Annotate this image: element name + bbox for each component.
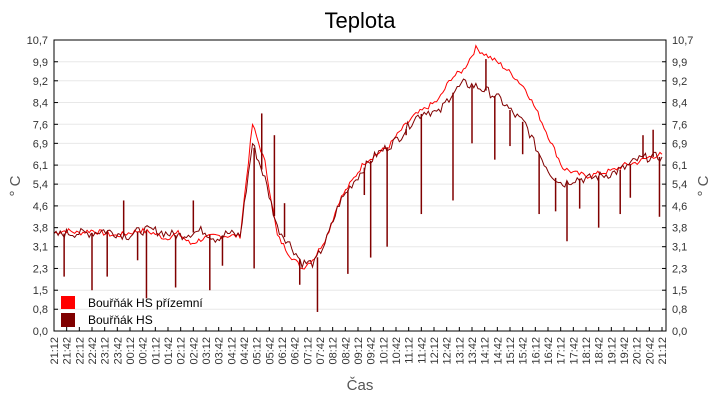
x-tick-label: 09:12	[353, 337, 365, 365]
y-tick-label: 6,1	[33, 160, 48, 172]
x-tick-label: 00:42	[138, 337, 150, 365]
x-tick-label: 13:12	[454, 337, 466, 365]
x-tick-label: 16:42	[543, 337, 555, 365]
y-tick-label: 0,8	[33, 304, 48, 316]
x-tick-label: 04:12	[226, 337, 238, 365]
x-tick-label: 08:12	[328, 337, 340, 365]
series-layer	[53, 44, 663, 312]
y-tick-label: 3,1	[672, 242, 687, 254]
x-tick-label: 02:42	[188, 337, 200, 365]
legend: Bouřňák HS přízemní Bouřňák HS	[61, 296, 203, 327]
x-tick-label: 19:12	[606, 337, 618, 365]
y-axis-left: 0,0 0,8 1,5 2,3 3,1 3,8 4,6 5,4 6,1 6,9 7,6 8,4 9,2 9…	[27, 35, 58, 338]
y-tick-label: 8,4	[672, 98, 687, 110]
x-tick-label: 19:42	[619, 337, 631, 365]
x-axis-title: Čas	[347, 377, 374, 394]
x-tick-label: 12:12	[429, 337, 441, 365]
y-axis-title-right: ° C	[695, 175, 712, 196]
y-tick-label: 1,5	[33, 285, 48, 297]
x-tick-label: 11:42	[416, 337, 428, 364]
x-tick-label: 16:12	[530, 337, 542, 365]
y-tick-label: 2,3	[33, 263, 48, 275]
legend-swatch-hs	[61, 313, 75, 327]
legend-label-prizemni: Bouřňák HS přízemní	[88, 296, 203, 310]
series-line-0	[53, 44, 663, 270]
y-tick-label: 10,7	[27, 35, 48, 47]
x-tick-label: 10:42	[391, 337, 403, 365]
y-axis-title-left: ° C	[7, 175, 24, 196]
x-tick-label: 22:42	[87, 337, 99, 365]
x-tick-label: 09:42	[366, 337, 378, 365]
x-tick-label: 17:42	[568, 337, 580, 365]
chart-title: Teplota	[324, 8, 396, 33]
y-tick-label: 4,6	[33, 201, 48, 213]
x-tick-label: 21:12	[657, 337, 669, 365]
y-tick-label: 9,2	[672, 76, 687, 88]
y-tick-label: 9,2	[33, 76, 48, 88]
x-tick-label: 00:12	[125, 337, 137, 365]
x-tick-label: 21:12	[49, 337, 61, 365]
y-tick-label: 1,5	[672, 285, 687, 297]
series-line-1	[53, 78, 663, 270]
x-tick-label: 04:42	[239, 337, 251, 365]
x-tick-label: 01:12	[150, 337, 162, 365]
y-tick-label: 7,6	[672, 119, 687, 131]
x-tick-label: 03:12	[201, 337, 213, 365]
y-tick-label: 3,8	[672, 223, 687, 235]
y-tick-label: 9,9	[33, 57, 48, 69]
y-tick-label: 0,0	[33, 326, 48, 338]
x-tick-label: 23:42	[112, 337, 124, 365]
y-tick-label: 2,3	[672, 263, 687, 275]
y-tick-label: 5,4	[33, 179, 48, 191]
x-tick-label: 10:12	[378, 337, 390, 365]
y-tick-label: 6,9	[33, 138, 48, 150]
x-tick-label: 17:12	[556, 337, 568, 365]
legend-label-hs: Bouřňák HS	[88, 313, 153, 327]
x-tick-label: 14:42	[492, 337, 504, 365]
y-tick-label: 0,8	[672, 304, 687, 316]
x-tick-label: 14:12	[480, 337, 492, 365]
x-tick-label: 02:12	[176, 337, 188, 365]
x-tick-label: 01:42	[163, 337, 175, 365]
x-tick-label: 20:42	[644, 337, 656, 365]
x-tick-label: 21:42	[62, 337, 74, 365]
x-tick-label: 07:42	[315, 337, 327, 365]
y-tick-label: 5,4	[672, 179, 687, 191]
x-tick-label: 20:12	[632, 337, 644, 365]
x-tick-label: 03:42	[214, 337, 226, 365]
y-tick-label: 6,9	[672, 138, 687, 150]
x-tick-label: 15:12	[505, 337, 517, 365]
plot-frame	[53, 39, 667, 332]
x-tick-label: 08:42	[340, 337, 352, 365]
x-tick-label: 12:42	[442, 337, 454, 365]
y-tick-label: 3,1	[33, 242, 48, 254]
y-tick-label: 0,0	[672, 326, 687, 338]
y-tick-label: 6,1	[672, 160, 687, 172]
y-tick-label: 3,8	[33, 223, 48, 235]
x-tick-label: 23:12	[100, 337, 112, 365]
x-tick-label: 05:42	[264, 337, 276, 365]
x-tick-label: 05:12	[252, 337, 264, 365]
legend-swatch-prizemni	[61, 296, 75, 309]
x-tick-label: 22:12	[74, 337, 86, 365]
x-axis: 21:12 21:42 22:12 22:42 23:12 23:42 00:12 00:42…	[49, 327, 669, 365]
x-tick-label: 06:12	[277, 337, 289, 365]
x-tick-label: 11:12	[404, 337, 416, 364]
x-tick-label: 13:42	[467, 337, 479, 365]
y-tick-label: 10,7	[672, 35, 693, 47]
x-tick-label: 07:12	[302, 337, 314, 365]
x-tick-label: 15:42	[518, 337, 530, 365]
x-tick-label: 18:12	[581, 337, 593, 365]
y-tick-label: 7,6	[33, 119, 48, 131]
y-tick-label: 9,9	[672, 57, 687, 69]
y-tick-label: 8,4	[33, 98, 48, 110]
y-axis-right: 0,0 0,8 1,5 2,3 3,1 3,8 4,6 5,4 6,1 6,9 7,6 8,4 9,2 9…	[662, 35, 693, 338]
gridlines	[54, 61, 666, 310]
x-tick-label: 18:42	[594, 337, 606, 365]
x-tick-label: 06:42	[290, 337, 302, 365]
y-tick-label: 4,6	[672, 201, 687, 213]
